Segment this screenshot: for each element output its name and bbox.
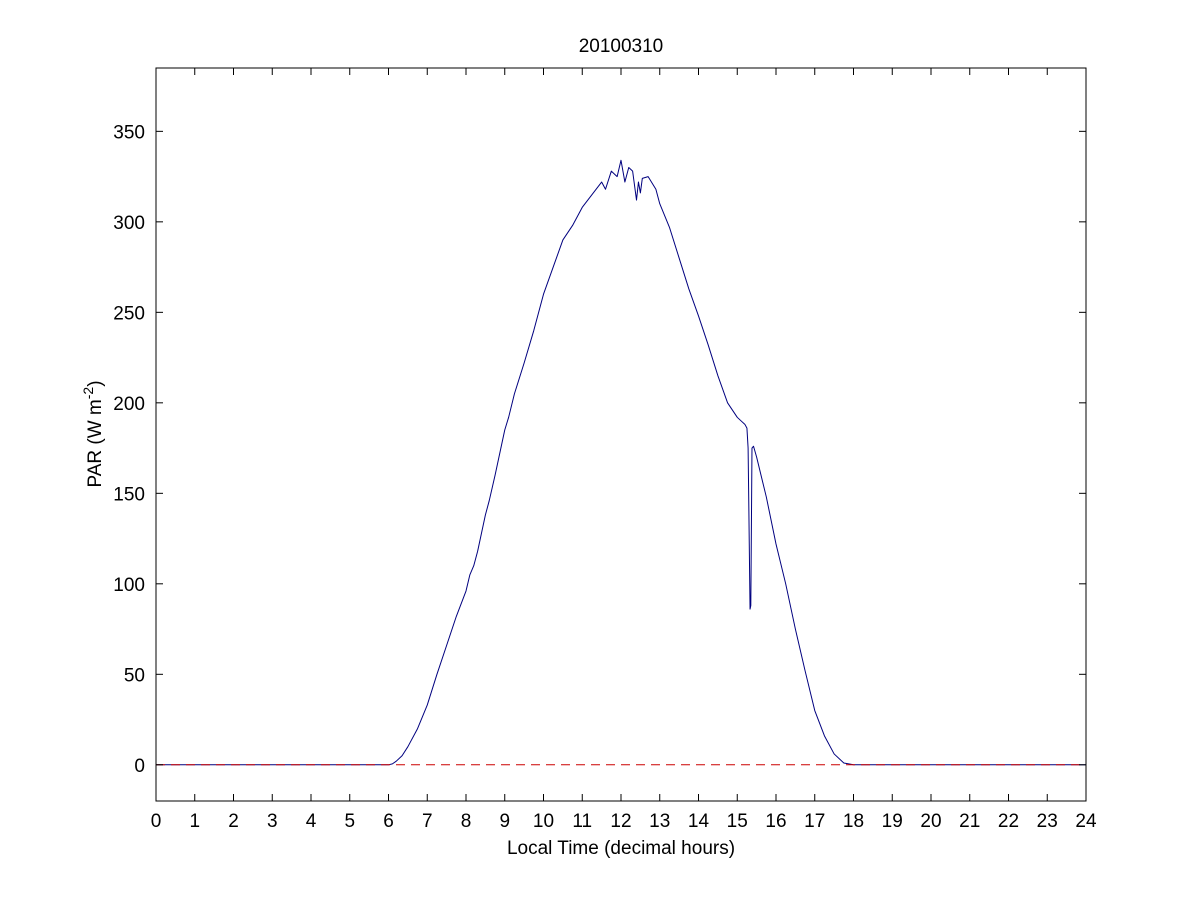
x-tick-label: 21 [959,811,980,832]
plot-frame [155,67,1087,802]
x-tick-label: 16 [765,811,786,832]
x-tick-label: 3 [267,811,278,832]
y-tick-label: 250 [113,303,145,324]
par-series-line [156,159,1086,766]
x-tick-label: 15 [727,811,748,832]
y-axis-title-superscript: -2 [80,387,96,400]
y-tick-label: 200 [113,394,145,415]
chart-title: 20100310 [579,36,664,57]
x-tick-label: 23 [1037,811,1058,832]
x-tick-label: 24 [1075,811,1097,832]
x-tick-label: 1 [189,811,200,832]
y-tick-label: 150 [113,484,145,505]
y-axis-title-close: ) [85,380,106,386]
y-axis-title-main: PAR (W m [85,399,106,487]
x-tick-label: 10 [533,811,554,832]
plot-area [156,68,1086,801]
x-tick-label: 14 [688,811,710,832]
x-tick-label: 20 [920,811,941,832]
x-tick-label: 5 [344,811,355,832]
y-axis-title: PAR (W m-2) [80,380,106,487]
x-tick-label: 9 [499,811,510,832]
y-tick-label: 0 [134,756,145,777]
y-tick-label: 100 [113,575,145,596]
series-layer [156,159,1086,766]
y-tick-label: 50 [124,665,145,686]
x-tick-label: 11 [572,811,592,832]
x-tick-label: 17 [804,811,825,832]
x-tick-label: 13 [649,811,670,832]
x-tick-label: 12 [610,811,631,832]
x-tick-label: 7 [422,811,433,832]
x-tick-label: 8 [461,811,472,832]
x-tick-label: 0 [151,811,162,832]
x-tick-label: 19 [882,811,903,832]
x-tick-label: 22 [998,811,1019,832]
x-tick-label: 18 [843,811,864,832]
y-tick-label: 300 [113,213,145,234]
ticks-layer: 0 1 2 3 4 5 6 7 8 9 10 11 12 13 14 15 16 17 18 19 20 21 22 23 24… [113,68,1097,832]
y-tick-label: 350 [113,122,145,143]
x-tick-label: 4 [306,811,317,832]
x-tick-label: 2 [228,811,239,832]
x-tick-label: 6 [383,811,394,832]
x-axis-title: Local Time (decimal hours) [507,838,735,859]
